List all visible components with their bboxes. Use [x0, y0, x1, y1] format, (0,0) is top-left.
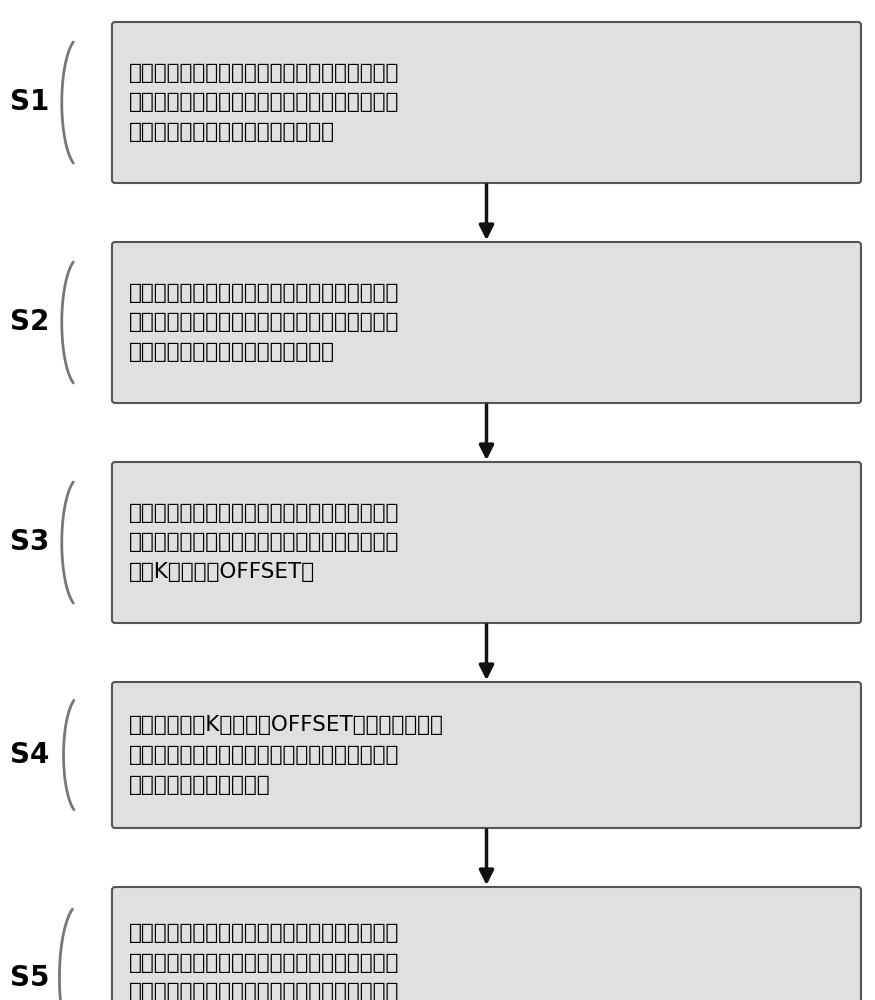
FancyBboxPatch shape	[112, 22, 861, 183]
Text: S2: S2	[10, 308, 50, 336]
Text: S4: S4	[10, 741, 50, 769]
FancyBboxPatch shape	[112, 682, 861, 828]
FancyBboxPatch shape	[112, 462, 861, 623]
Text: 通过与活套小车连接的钓丝绳卷扬机上设置的绝
对値编码器计算活套区域内的带锂理论长度，获
得活套区域内的带锂理论长度曲线；: 通过与活套小车连接的钓丝绳卷扬机上设置的绝 对値编码器计算活套区域内的带锂理论长…	[129, 63, 399, 142]
FancyBboxPatch shape	[112, 242, 861, 403]
Text: 通过比例系数K、偏移量OFFSET和绝对値编码器
计算的活套区域内的带锂理论长度计算得到活套
区域内的带锂实际总长；: 通过比例系数K、偏移量OFFSET和绝对値编码器 计算的活套区域内的带锂理论长度…	[129, 715, 444, 795]
Text: S5: S5	[10, 964, 50, 992]
FancyBboxPatch shape	[112, 887, 861, 1000]
Text: S3: S3	[10, 528, 50, 556]
Text: 将入口张力辗上设置的增量式编码器计算的焊缝
进入活套区域内的带锂实际长度与活套区域内的
带锂实际总长进行比较，判断活套区域内焊缝的
实际位置，实现活套区域内焊缝: 将入口张力辗上设置的增量式编码器计算的焊缝 进入活套区域内的带锂实际长度与活套区…	[129, 923, 399, 1000]
Text: S1: S1	[10, 89, 50, 116]
Text: 计算得到活套区域内的带锂理论长度曲线与焊缝
进入活套区域内的带锂实际长度曲线之间的比例
系数K和偏移量OFFSET；: 计算得到活套区域内的带锂理论长度曲线与焊缝 进入活套区域内的带锂实际长度曲线之间…	[129, 503, 399, 582]
Text: 通过入口张力辗上设置的增量式编码器计算焊缝
进入活套区域内的带锂实际长度，并获得焊缝进
入活套区域内的带锂实际长度曲线；: 通过入口张力辗上设置的增量式编码器计算焊缝 进入活套区域内的带锂实际长度，并获得…	[129, 283, 399, 362]
